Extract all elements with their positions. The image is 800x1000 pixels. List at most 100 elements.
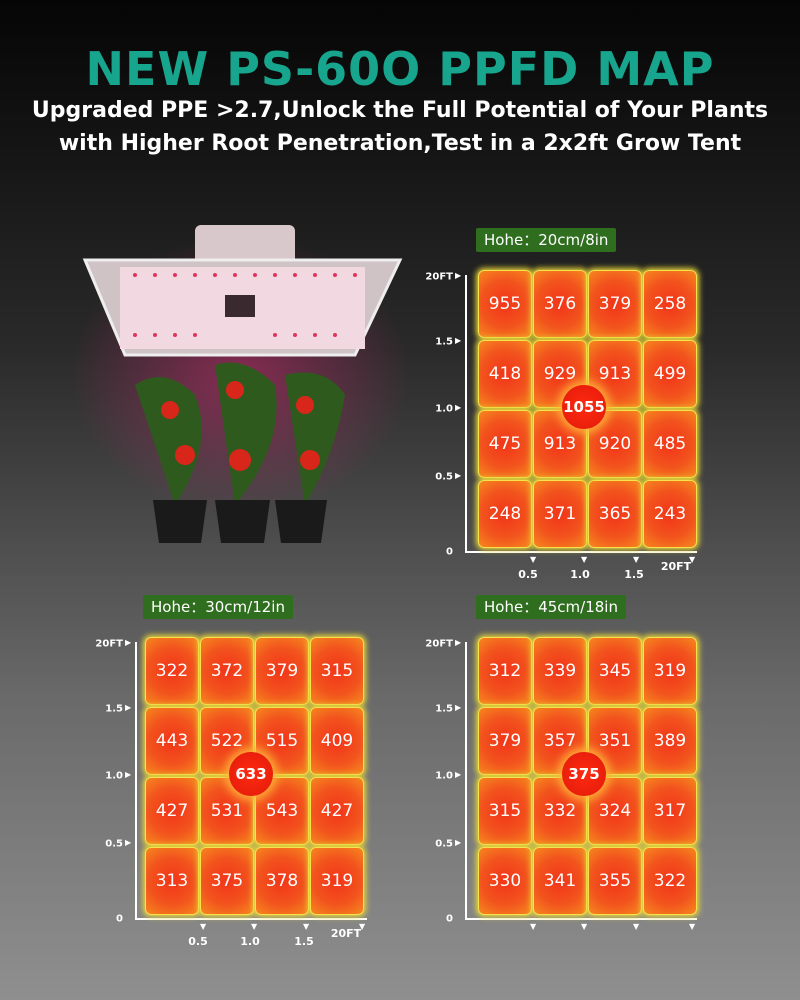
y-axis-label: 0 bbox=[446, 913, 453, 925]
x-axis-label: 0.5 bbox=[518, 568, 538, 581]
ppfd-cell: 955 bbox=[478, 270, 532, 338]
y-axis-label: 1.5 bbox=[105, 703, 123, 715]
y-axis bbox=[465, 275, 467, 553]
y-axis-label: 20FT bbox=[95, 638, 123, 650]
lamp-illustration bbox=[75, 225, 410, 543]
x-axis-label: 1.0 bbox=[240, 935, 260, 948]
ppfd-cell: 427 bbox=[310, 777, 364, 845]
center-value: 375 bbox=[562, 752, 606, 796]
y-axis bbox=[465, 642, 467, 920]
ppfd-cell: 379 bbox=[588, 270, 642, 338]
tick-marker: ▼ bbox=[251, 922, 258, 931]
subtitle: Upgraded PPE >2.7,Unlock the Full Potent… bbox=[31, 98, 769, 123]
tick-marker: ▼ bbox=[689, 555, 696, 564]
tick-marker: ▼ bbox=[689, 922, 696, 931]
tick-marker: ▶ bbox=[455, 271, 462, 280]
height-label: Hohe：45cm/18in bbox=[476, 595, 626, 619]
tick-marker: ▼ bbox=[581, 555, 588, 564]
ppfd-cell: 427 bbox=[145, 777, 199, 845]
tick-marker: ▶ bbox=[125, 838, 132, 847]
y-axis-label: 0.5 bbox=[435, 838, 453, 850]
ppfd-cell: 379 bbox=[255, 637, 309, 705]
tick-marker: ▶ bbox=[455, 770, 462, 779]
ppfd-cell: 378 bbox=[255, 847, 309, 915]
y-axis bbox=[135, 642, 137, 920]
ppfd-cell: 372 bbox=[200, 637, 254, 705]
y-axis-label: 1.0 bbox=[435, 770, 453, 782]
ppfd-cell: 319 bbox=[310, 847, 364, 915]
y-axis-label: 20FT bbox=[425, 638, 453, 650]
x-axis bbox=[465, 918, 697, 920]
center-value: 1055 bbox=[562, 385, 606, 429]
x-axis-label: 20FT bbox=[330, 927, 362, 940]
y-axis-label: 1.5 bbox=[435, 703, 453, 715]
subtitle: with Higher Root Penetration,Test in a 2… bbox=[58, 131, 742, 156]
y-axis-label: 1.0 bbox=[105, 770, 123, 782]
tick-marker: ▼ bbox=[633, 555, 640, 564]
title: NEW PS-60O PPFD MAP bbox=[85, 42, 715, 96]
tick-marker: ▶ bbox=[455, 336, 462, 345]
ppfd-cell: 315 bbox=[478, 777, 532, 845]
x-axis-label: 0.5 bbox=[188, 935, 208, 948]
ppfd-cell: 322 bbox=[145, 637, 199, 705]
x-axis-label: 1.0 bbox=[570, 568, 590, 581]
ppfd-cell: 443 bbox=[145, 707, 199, 775]
tick-marker: ▶ bbox=[125, 770, 132, 779]
tick-marker: ▼ bbox=[530, 922, 537, 931]
ppfd-cell: 357 bbox=[533, 707, 587, 775]
ppfd-cell: 330 bbox=[478, 847, 532, 915]
ppfd-cell: 339 bbox=[533, 637, 587, 705]
tick-marker: ▶ bbox=[455, 703, 462, 712]
ppfd-cell: 389 bbox=[643, 707, 697, 775]
y-axis-label: 0.5 bbox=[435, 471, 453, 483]
center-value: 633 bbox=[229, 752, 273, 796]
x-axis-label: 1.5 bbox=[624, 568, 644, 581]
tick-marker: ▼ bbox=[581, 922, 588, 931]
tick-marker: ▶ bbox=[125, 638, 132, 647]
ppfd-cell: 365 bbox=[588, 480, 642, 548]
ppfd-cell: 485 bbox=[643, 410, 697, 478]
tick-marker: ▼ bbox=[633, 922, 640, 931]
x-axis-label: 20FT bbox=[660, 560, 692, 573]
ppfd-cell: 376 bbox=[533, 270, 587, 338]
ppfd-cell: 499 bbox=[643, 340, 697, 408]
ppfd-cell: 345 bbox=[588, 637, 642, 705]
y-axis-label: 0 bbox=[116, 913, 123, 925]
ppfd-cell: 319 bbox=[643, 637, 697, 705]
ppfd-cell: 312 bbox=[478, 637, 532, 705]
x-axis bbox=[135, 918, 367, 920]
ppfd-cell: 258 bbox=[643, 270, 697, 338]
height-label: Hohe：20cm/8in bbox=[476, 228, 617, 252]
y-axis-label: 1.5 bbox=[435, 336, 453, 348]
ppfd-cell: 379 bbox=[478, 707, 532, 775]
ppfd-cell: 355 bbox=[588, 847, 642, 915]
tick-marker: ▶ bbox=[455, 403, 462, 412]
ppfd-cell: 418 bbox=[478, 340, 532, 408]
ppfd-cell: 313 bbox=[145, 847, 199, 915]
ppfd-cell: 371 bbox=[533, 480, 587, 548]
ppfd-cell: 475 bbox=[478, 410, 532, 478]
ppfd-cell: 409 bbox=[310, 707, 364, 775]
ppfd-cell: 375 bbox=[200, 847, 254, 915]
height-label: Hohe：30cm/12in bbox=[143, 595, 293, 619]
tick-marker: ▶ bbox=[455, 471, 462, 480]
tick-marker: ▼ bbox=[303, 922, 310, 931]
ppfd-cell: 248 bbox=[478, 480, 532, 548]
y-axis-label: 0.5 bbox=[105, 838, 123, 850]
tick-marker: ▶ bbox=[455, 838, 462, 847]
y-axis-label: 1.0 bbox=[435, 403, 453, 415]
ppfd-cell: 243 bbox=[643, 480, 697, 548]
ppfd-cell: 315 bbox=[310, 637, 364, 705]
ppfd-cell: 322 bbox=[643, 847, 697, 915]
tick-marker: ▼ bbox=[359, 922, 366, 931]
ppfd-cell: 543 bbox=[255, 777, 309, 845]
x-axis-label: 1.5 bbox=[294, 935, 314, 948]
tick-marker: ▼ bbox=[200, 922, 207, 931]
y-axis-label: 0 bbox=[446, 546, 453, 558]
tick-marker: ▼ bbox=[530, 555, 537, 564]
y-axis-label: 20FT bbox=[425, 271, 453, 283]
tick-marker: ▶ bbox=[125, 703, 132, 712]
ppfd-cell: 341 bbox=[533, 847, 587, 915]
ppfd-cell: 317 bbox=[643, 777, 697, 845]
